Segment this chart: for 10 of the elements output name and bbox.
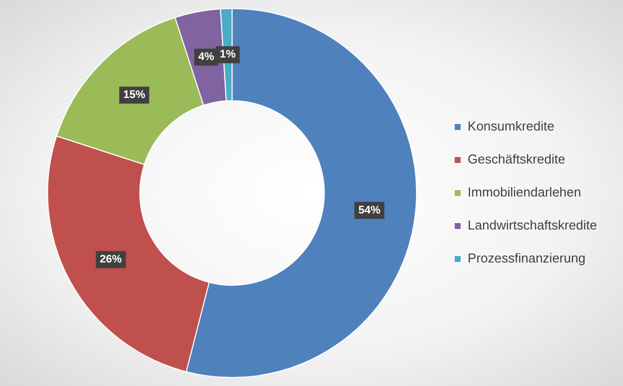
data-label: 54% — [358, 204, 381, 216]
legend-label: Landwirtschaftskredite — [468, 218, 598, 233]
data-label: 15% — [123, 89, 146, 102]
legend-label: Prozessfinanzierung — [468, 250, 586, 266]
legend-label: Konsumkredite — [468, 118, 554, 134]
legend-label: Immobiliendarlehen — [468, 184, 582, 200]
data-label: 1% — [220, 48, 236, 61]
data-label: 4% — [198, 51, 214, 64]
data-label: 26% — [100, 254, 122, 266]
legend-label: Geschäftskredite — [468, 152, 566, 167]
